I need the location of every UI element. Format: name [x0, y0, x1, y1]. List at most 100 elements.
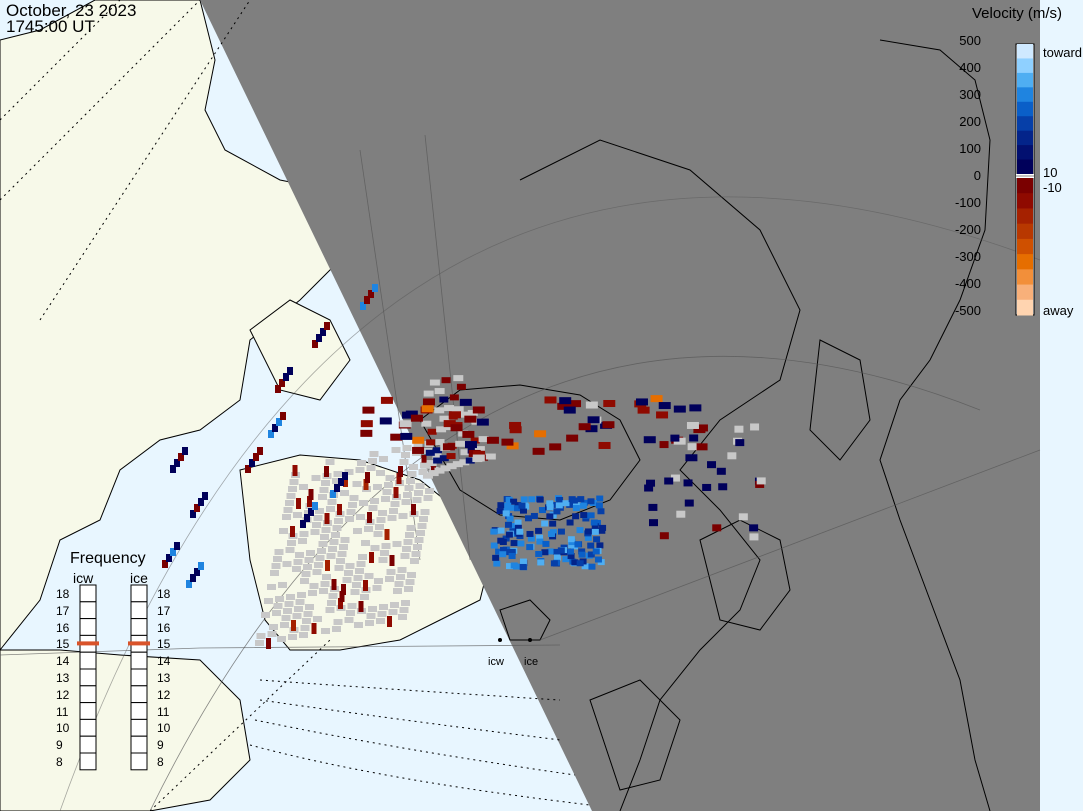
scan-cell: [256, 633, 266, 639]
scan-cell: [535, 550, 543, 557]
frequency-cell: [79, 601, 97, 620]
scan-cell: [596, 542, 604, 549]
scan-cell: [425, 488, 434, 494]
scan-cell: [299, 531, 309, 537]
scan-cell: [427, 428, 437, 435]
scan-cell: [566, 519, 574, 526]
scan-cell: [556, 496, 564, 503]
scan-cell: [750, 423, 760, 431]
scan-cell: [267, 584, 276, 590]
scan-cell: [673, 437, 686, 445]
scan-cell: [527, 535, 535, 542]
scan-cell: [261, 612, 270, 618]
scan-cell: [370, 545, 380, 551]
scan-cell: [440, 465, 451, 472]
scan-cell: [537, 559, 545, 566]
frequency-cell: [79, 735, 97, 754]
colorbar-toward-segment: [1017, 58, 1033, 74]
scan-cell: [470, 437, 480, 444]
scan-cell: [353, 575, 363, 581]
scan-cell: [664, 477, 674, 485]
scan-cell: [379, 456, 388, 462]
scan-cell: [530, 512, 538, 519]
scan-cell: [339, 544, 348, 550]
scan-cell: [378, 557, 388, 563]
scan-cell: [190, 574, 196, 582]
scan-cell: [509, 421, 522, 429]
scan-cell: [396, 473, 402, 484]
scan-cell: [376, 618, 385, 624]
radar-label-ice: ice: [524, 656, 538, 668]
scan-cell: [579, 502, 587, 509]
scan-cell: [367, 512, 372, 523]
scan-cell: [587, 498, 595, 505]
scan-cell: [486, 436, 499, 444]
frequency-level-label: 11: [56, 704, 69, 719]
scan-cell: [162, 560, 168, 568]
scan-cell: [492, 554, 500, 561]
scan-cell: [591, 528, 599, 535]
scan-cell: [689, 434, 699, 442]
scan-cell: [404, 485, 414, 491]
scan-cell: [309, 583, 319, 589]
scan-cell: [464, 441, 477, 449]
scan-cell: [380, 396, 393, 404]
scan-cell: [585, 401, 598, 409]
scan-cell: [412, 446, 425, 454]
scan-cell: [508, 552, 516, 559]
scan-cell: [738, 513, 748, 521]
scan-cell: [673, 405, 686, 413]
scan-cell: [637, 406, 650, 414]
scan-cell: [340, 490, 349, 496]
scan-cell: [288, 486, 297, 492]
scan-cell: [354, 622, 363, 628]
scan-cell: [325, 459, 335, 465]
frequency-level-label: 10: [56, 721, 70, 736]
scan-cell: [255, 640, 264, 646]
scan-cell: [306, 550, 315, 556]
scan-cell: [338, 598, 343, 609]
colorbar-toward-segment: [1017, 159, 1033, 175]
colorbar-toward-segment: [1017, 145, 1033, 161]
scan-cell: [411, 551, 421, 557]
scan-cell: [287, 367, 293, 375]
scan-cell: [311, 623, 317, 634]
scan-cell: [456, 383, 466, 390]
frequency-level-label: 12: [157, 687, 171, 702]
scan-cell: [423, 390, 434, 397]
scan-cell: [279, 379, 285, 387]
scan-cell: [276, 418, 282, 426]
frequency-title: Frequency: [70, 550, 146, 567]
scan-cell: [546, 504, 554, 511]
scan-cell: [465, 457, 475, 464]
scan-cell: [508, 548, 516, 555]
scan-cell: [377, 611, 387, 617]
scan-cell: [325, 560, 330, 571]
scan-cell: [300, 520, 306, 528]
scan-cell: [302, 618, 311, 624]
scan-cell: [444, 405, 455, 412]
colorbar-tick-10: 10: [1043, 165, 1058, 180]
scan-cell: [405, 532, 414, 538]
scan-cell: [553, 554, 561, 561]
scan-cell: [283, 373, 289, 381]
scan-cell: [331, 579, 337, 590]
scan-cell: [329, 539, 339, 545]
scan-cell: [404, 586, 413, 592]
scan-cell: [412, 436, 425, 444]
scan-cell: [308, 590, 317, 596]
scan-cell: [422, 398, 435, 406]
radar-site-icw: [498, 638, 502, 642]
scan-cell: [433, 457, 443, 464]
colorbar-away-segment: [1017, 238, 1033, 255]
scan-cell: [202, 492, 208, 500]
scan-cell: [420, 462, 431, 469]
scan-cell: [384, 482, 393, 488]
scan-cell: [421, 420, 432, 427]
scan-cell: [182, 447, 188, 455]
scan-cell: [406, 525, 416, 531]
scan-cell: [406, 478, 415, 484]
scan-cell: [304, 514, 310, 522]
frequency-level-label: 10: [157, 721, 171, 736]
scan-cell: [326, 506, 335, 512]
